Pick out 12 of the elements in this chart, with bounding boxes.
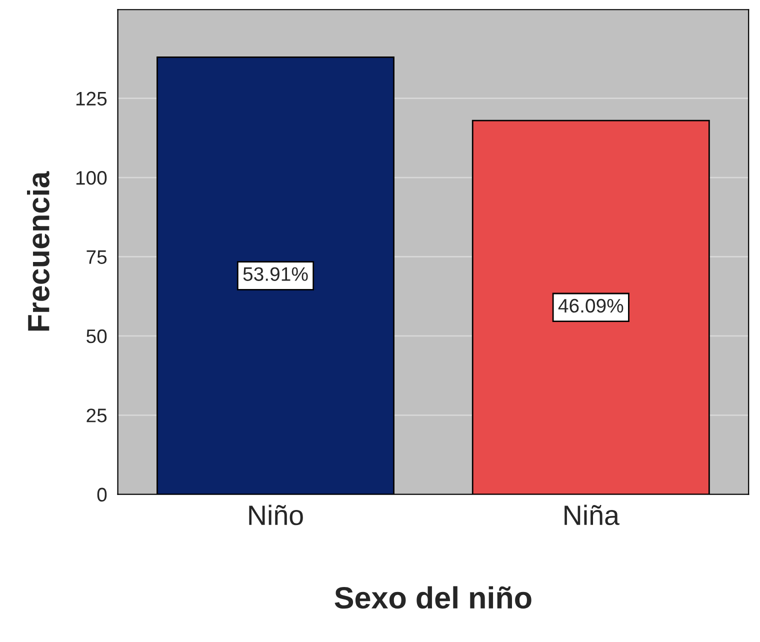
- x-tick-label: Niña: [564, 504, 620, 526]
- y-tick-label: 75: [86, 250, 107, 264]
- y-tick-label: 125: [76, 92, 107, 106]
- y-tick-label: 0: [97, 488, 107, 502]
- x-axis-title: Sexo del niño: [334, 586, 532, 609]
- y-tick-label: 25: [86, 408, 107, 422]
- annotation: 53.91%: [243, 267, 308, 281]
- y-axis-title: Frecuencia: [27, 171, 50, 331]
- y-tick-label: 100: [76, 171, 107, 185]
- x-tick-label: Niño: [249, 504, 303, 526]
- annotation: 46.09%: [558, 298, 624, 313]
- y-tick-label: 50: [86, 329, 107, 344]
